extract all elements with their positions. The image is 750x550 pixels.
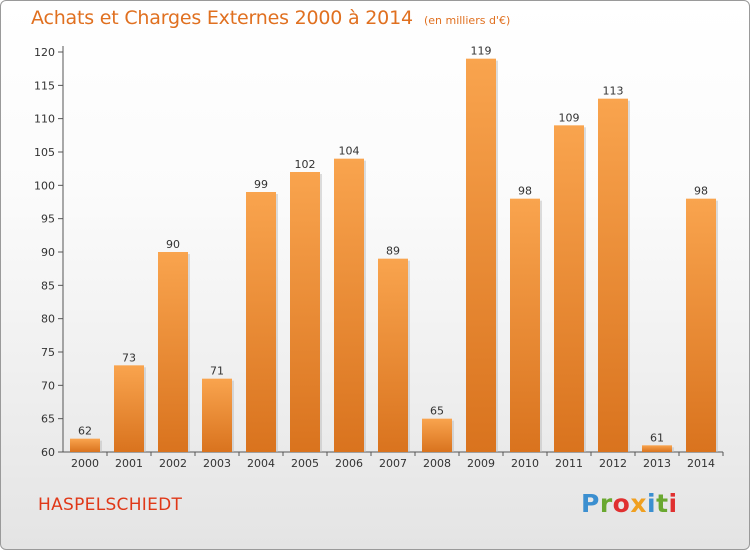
bar-2006 bbox=[334, 158, 364, 452]
x-tick-label: 2002 bbox=[159, 457, 187, 470]
data-label-2011: 109 bbox=[559, 111, 580, 124]
x-tick-label: 2009 bbox=[467, 457, 495, 470]
x-tick-label: 2001 bbox=[115, 457, 143, 470]
x-tick-label: 2013 bbox=[643, 457, 671, 470]
data-label-2012: 113 bbox=[603, 85, 624, 98]
bar-2014 bbox=[686, 198, 716, 452]
x-tick-label: 2012 bbox=[599, 457, 627, 470]
x-tick-label: 2007 bbox=[379, 457, 407, 470]
x-tick-label: 2011 bbox=[555, 457, 583, 470]
logo-letter: r bbox=[599, 489, 613, 518]
data-label-2009: 119 bbox=[471, 45, 492, 58]
y-tick-label: 110 bbox=[34, 113, 55, 126]
logo-letter: x bbox=[630, 489, 647, 518]
x-tick-label: 2000 bbox=[71, 457, 99, 470]
logo-letter: i bbox=[647, 489, 657, 518]
x-tick-label: 2005 bbox=[291, 457, 319, 470]
y-tick-label: 95 bbox=[41, 213, 55, 226]
data-label-2013: 61 bbox=[650, 431, 664, 444]
title-row: Achats et Charges Externes 2000 à 2014 (… bbox=[31, 7, 510, 29]
y-tick-label: 70 bbox=[41, 379, 55, 392]
bar-2009 bbox=[466, 58, 496, 453]
data-label-2006: 104 bbox=[339, 145, 360, 158]
data-label-2002: 90 bbox=[166, 238, 180, 251]
y-tick-label: 75 bbox=[41, 346, 55, 359]
data-labels: 62 73 90 71 99 102 104 89 65 119 98 109 113 61 98 bbox=[78, 45, 708, 445]
data-label-2014: 98 bbox=[694, 185, 708, 198]
bar-2011 bbox=[554, 125, 584, 452]
y-tick-label: 105 bbox=[34, 146, 55, 159]
x-tick-label: 2006 bbox=[335, 457, 363, 470]
data-label-2008: 65 bbox=[430, 405, 444, 418]
y-tick-label: 90 bbox=[41, 246, 55, 259]
data-label-2004: 99 bbox=[254, 178, 268, 191]
data-label-2003: 71 bbox=[210, 365, 224, 378]
bar-2008 bbox=[422, 418, 452, 452]
logo-letter: i bbox=[668, 489, 678, 518]
bars bbox=[70, 58, 718, 453]
bar-2013 bbox=[642, 445, 672, 452]
data-label-2007: 89 bbox=[386, 245, 400, 258]
x-tick-label: 2010 bbox=[511, 457, 539, 470]
bar-2000 bbox=[70, 438, 100, 452]
y-tick-label: 100 bbox=[34, 179, 55, 192]
x-tick-label: 2004 bbox=[247, 457, 275, 470]
x-tick-label: 2003 bbox=[203, 457, 231, 470]
bar-2001 bbox=[114, 365, 144, 452]
y-tick-label: 120 bbox=[34, 46, 55, 59]
data-label-2000: 62 bbox=[78, 425, 92, 438]
data-label-2005: 102 bbox=[295, 158, 316, 171]
bar-2003 bbox=[202, 378, 232, 452]
bar-2005 bbox=[290, 172, 320, 452]
bar-2007 bbox=[378, 258, 408, 452]
bar-2004 bbox=[246, 192, 276, 452]
place-name: HASPELSCHIEDT bbox=[38, 495, 183, 515]
y-tick-label: 65 bbox=[41, 413, 55, 426]
y-axis: 60 65 70 75 80 85 90 95 100 105 110 115 120 bbox=[34, 46, 64, 459]
x-tick-label: 2008 bbox=[423, 457, 451, 470]
proxiti-logo: Proxiti bbox=[581, 489, 678, 518]
x-tick-label: 2014 bbox=[687, 457, 715, 470]
bar-2010 bbox=[510, 198, 540, 452]
logo-letter: P bbox=[581, 489, 600, 518]
data-label-2001: 73 bbox=[122, 351, 136, 364]
x-axis: 2000 2001 2002 2003 2004 2005 2006 2007 2008 2009… bbox=[63, 451, 724, 470]
y-tick-label: 80 bbox=[41, 313, 55, 326]
chart-unit-label: (en milliers d'€) bbox=[423, 14, 511, 27]
bar-2012 bbox=[598, 98, 628, 453]
y-tick-label: 115 bbox=[34, 79, 55, 92]
chart-title: Achats et Charges Externes 2000 à 2014 bbox=[31, 7, 413, 29]
data-label-2010: 98 bbox=[518, 185, 532, 198]
logo-letter: o bbox=[612, 489, 631, 518]
y-tick-label: 60 bbox=[41, 446, 55, 459]
y-tick-label: 85 bbox=[41, 279, 55, 292]
bar-2002 bbox=[158, 252, 188, 452]
logo-letter: t bbox=[656, 489, 669, 518]
